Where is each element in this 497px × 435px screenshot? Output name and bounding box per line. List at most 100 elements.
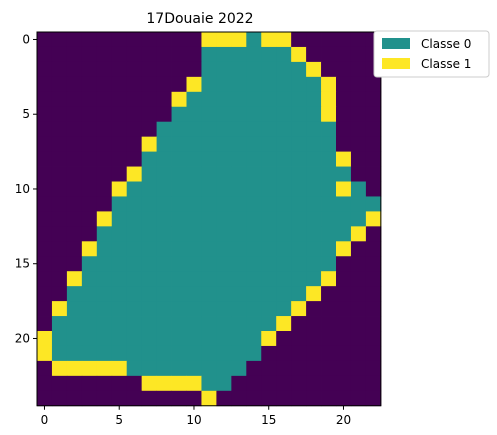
heatmap-cell <box>276 77 291 92</box>
heatmap-cell <box>366 77 381 92</box>
heatmap-cell <box>127 62 142 77</box>
heatmap-cell <box>201 152 216 167</box>
heatmap-cell <box>172 346 187 361</box>
heatmap-cell <box>112 286 127 301</box>
heatmap-cell <box>276 301 291 316</box>
heatmap-cell <box>261 346 276 361</box>
heatmap-cell <box>261 256 276 271</box>
heatmap-cell <box>172 77 187 92</box>
heatmap-cell <box>231 137 246 152</box>
heatmap-cell <box>351 47 366 62</box>
heatmap-cell <box>261 62 276 77</box>
heatmap-cell <box>67 361 82 376</box>
heatmap-cell <box>336 196 351 211</box>
heatmap-cell <box>321 152 336 167</box>
heatmap-cell <box>157 361 172 376</box>
heatmap-cell <box>291 346 306 361</box>
heatmap-cell <box>67 137 82 152</box>
heatmap-cell <box>351 77 366 92</box>
heatmap-cell <box>306 152 321 167</box>
heatmap-cell <box>231 241 246 256</box>
heatmap-cell <box>112 62 127 77</box>
heatmap-cell <box>112 107 127 122</box>
heatmap-cell <box>52 346 67 361</box>
heatmap-cell <box>52 107 67 122</box>
heatmap-cell <box>172 122 187 137</box>
heatmap-cell <box>142 211 157 226</box>
heatmap-cell <box>52 62 67 77</box>
heatmap-cell <box>187 211 202 226</box>
heatmap-cell <box>127 301 142 316</box>
heatmap-cell <box>52 271 67 286</box>
heatmap-cell <box>351 92 366 107</box>
heatmap-cell <box>306 92 321 107</box>
heatmap-cell <box>52 361 67 376</box>
heatmap-cell <box>52 77 67 92</box>
heatmap-cell <box>67 62 82 77</box>
heatmap-cell <box>127 137 142 152</box>
heatmap-cell <box>201 211 216 226</box>
heatmap-cell <box>276 137 291 152</box>
heatmap-cell <box>172 316 187 331</box>
heatmap-cell <box>351 211 366 226</box>
heatmap-cell <box>97 182 112 197</box>
heatmap-cell <box>97 211 112 226</box>
heatmap-cell <box>306 211 321 226</box>
heatmap-cell <box>52 47 67 62</box>
heatmap-cell <box>82 286 97 301</box>
heatmap-cell <box>351 137 366 152</box>
heatmap-cell <box>82 301 97 316</box>
heatmap-cell <box>97 286 112 301</box>
x-tick-label: 20 <box>336 413 351 427</box>
heatmap-cell <box>82 122 97 137</box>
y-axis: 05101520 <box>15 32 37 345</box>
heatmap-cell <box>276 107 291 122</box>
heatmap-cell <box>142 346 157 361</box>
heatmap-cell <box>82 361 97 376</box>
heatmap-cell <box>321 361 336 376</box>
heatmap-cell <box>351 32 366 47</box>
heatmap-cell <box>351 331 366 346</box>
heatmap-cell <box>201 256 216 271</box>
heatmap-cell <box>276 256 291 271</box>
heatmap-cell <box>142 122 157 137</box>
heatmap-cell <box>67 107 82 122</box>
heatmap-cell <box>37 256 52 271</box>
heatmap-cell <box>336 286 351 301</box>
heatmap-cell <box>291 271 306 286</box>
heatmap-cell <box>231 346 246 361</box>
heatmap-cell <box>351 241 366 256</box>
heatmap-cell <box>157 316 172 331</box>
heatmap-cell <box>37 152 52 167</box>
heatmap-cell <box>246 241 261 256</box>
heatmap-cell <box>216 376 231 391</box>
heatmap-cell <box>67 211 82 226</box>
heatmap-cell <box>112 32 127 47</box>
heatmap-cell <box>37 271 52 286</box>
heatmap-cell <box>336 316 351 331</box>
heatmap-cell <box>261 47 276 62</box>
heatmap-cell <box>216 167 231 182</box>
heatmap-cell <box>306 196 321 211</box>
heatmap-cell <box>291 137 306 152</box>
heatmap-cell <box>112 182 127 197</box>
heatmap-cell <box>142 107 157 122</box>
heatmap-cell <box>82 376 97 391</box>
heatmap-cell <box>321 137 336 152</box>
heatmap-cell <box>97 241 112 256</box>
heatmap-cell <box>291 182 306 197</box>
heatmap-cell <box>276 316 291 331</box>
heatmap-cell <box>276 241 291 256</box>
heatmap-cell <box>127 331 142 346</box>
heatmap-cell <box>366 271 381 286</box>
heatmap-cell <box>172 182 187 197</box>
heatmap-cell <box>231 391 246 406</box>
heatmap-cell <box>291 211 306 226</box>
heatmap-cell <box>142 137 157 152</box>
heatmap-cell <box>187 241 202 256</box>
heatmap-cell <box>366 346 381 361</box>
heatmap-cell <box>52 226 67 241</box>
heatmap-cell <box>336 62 351 77</box>
heatmap-cell <box>231 77 246 92</box>
heatmap-cell <box>306 331 321 346</box>
